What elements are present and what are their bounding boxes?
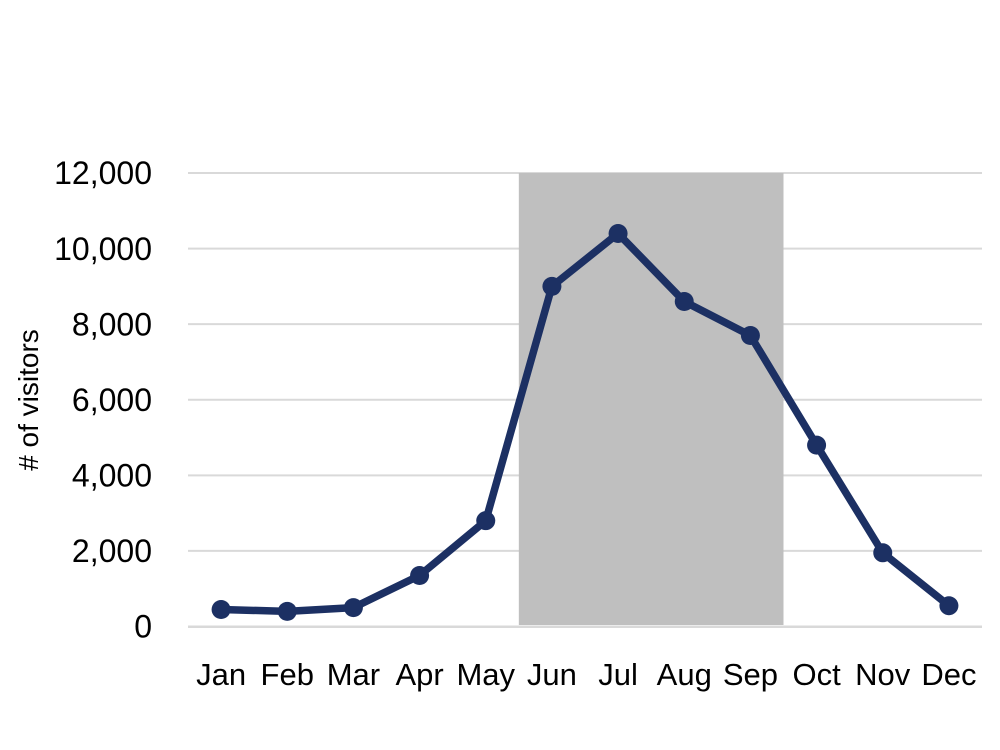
- y-axis-title: # of visitors: [13, 329, 44, 471]
- data-point-jul: [608, 223, 628, 243]
- y-tick-label: 2,000: [72, 533, 152, 569]
- data-point-jan: [211, 599, 231, 619]
- y-tick-label: 8,000: [72, 306, 152, 342]
- x-tick-label: Aug: [657, 657, 712, 692]
- data-point-mar: [343, 598, 363, 618]
- data-point-apr: [410, 565, 430, 585]
- data-point-sep: [740, 326, 760, 346]
- chart-plot-area: 0 2,000 4,000 6,000 8,000 10,000 12,000 Jan Feb M…: [54, 155, 982, 692]
- x-tick-label: Sep: [723, 657, 778, 692]
- y-tick-label: 12,000: [54, 155, 152, 191]
- data-point-aug: [674, 291, 694, 311]
- y-tick-label: 6,000: [72, 382, 152, 418]
- y-tick-label: 4,000: [72, 458, 152, 494]
- data-point-feb: [277, 601, 297, 621]
- x-tick-label: Jan: [196, 657, 246, 692]
- data-point-nov: [873, 543, 893, 563]
- y-tick-label: 10,000: [54, 231, 152, 267]
- data-point-dec: [939, 596, 959, 616]
- x-tick-label: Nov: [855, 657, 911, 692]
- visitors-line: [217, 229, 953, 616]
- x-tick-label: May: [456, 657, 515, 692]
- y-tick-label: 0: [134, 609, 152, 645]
- data-point-may: [476, 511, 496, 531]
- x-tick-label: Oct: [792, 657, 841, 692]
- x-tick-label: Mar: [327, 657, 380, 692]
- x-tick-label: Dec: [921, 657, 976, 692]
- x-tick-label: Apr: [395, 657, 443, 692]
- x-tick-label: Feb: [261, 657, 314, 692]
- x-tick-label: Jun: [527, 657, 577, 692]
- data-point-oct: [807, 435, 827, 455]
- data-point-jun: [542, 276, 562, 296]
- summer-highlight-band: [518, 173, 784, 625]
- x-tick-label: Jul: [598, 657, 638, 692]
